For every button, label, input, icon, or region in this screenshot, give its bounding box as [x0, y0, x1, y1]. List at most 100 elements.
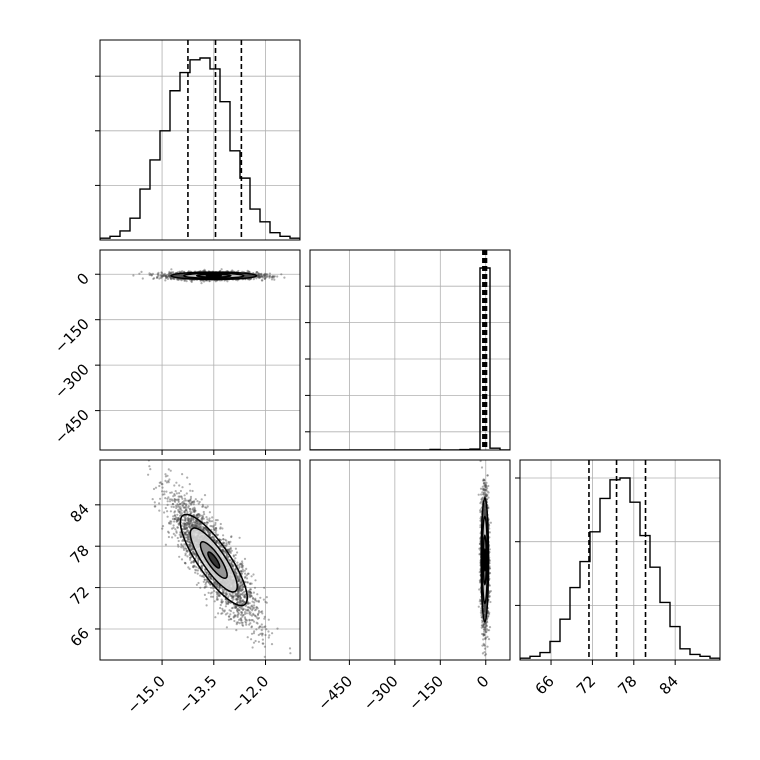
scatter-point: [202, 580, 205, 583]
panel-row-2-col-2: [305, 249, 511, 451]
scatter-point: [223, 609, 226, 612]
scatter-point: [238, 622, 241, 625]
scatter-point: [185, 547, 188, 551]
scatter-point: [177, 510, 180, 513]
scatter-point: [235, 629, 238, 632]
scatter-point: [244, 575, 247, 579]
scatter-point: [248, 270, 251, 274]
scatter-point: [210, 586, 213, 589]
scatter-point: [152, 487, 156, 491]
scatter-point: [172, 505, 175, 509]
scatter-point: [237, 594, 240, 597]
scatter-point: [251, 604, 254, 607]
scatter-point: [184, 562, 187, 565]
scatter-point: [183, 561, 186, 565]
scatter-point: [170, 491, 173, 494]
scatter-point: [250, 582, 253, 585]
scatter-point: [246, 273, 249, 276]
scatter-point: [239, 584, 242, 587]
scatter-point: [244, 617, 247, 621]
scatter-point: [257, 273, 261, 277]
scatter-point: [268, 272, 271, 275]
scatter-point: [211, 536, 214, 539]
scatter-point: [167, 274, 170, 277]
scatter-point: [263, 586, 266, 589]
scatter-point: [225, 591, 228, 594]
scatter-point: [181, 473, 184, 476]
scatter-point: [249, 591, 252, 594]
scatter-point: [235, 605, 238, 608]
scatter-point: [195, 523, 198, 526]
scatter-point: [218, 587, 221, 590]
scatter-point: [197, 581, 200, 585]
scatter-point: [226, 612, 229, 615]
scatter-point: [251, 619, 254, 622]
scatter-point: [202, 576, 206, 579]
scatter-point: [181, 497, 184, 500]
scatter-point: [161, 275, 164, 278]
scatter-point: [263, 625, 266, 629]
scatter-point: [186, 555, 189, 558]
scatter-point: [251, 600, 254, 603]
scatter-point: [163, 511, 166, 514]
scatter-point: [249, 582, 252, 585]
scatter-point: [178, 270, 181, 273]
contour-level-1: [170, 271, 258, 281]
scatter-point: [204, 527, 207, 530]
scatter-point: [186, 526, 189, 529]
scatter-point: [228, 542, 231, 546]
scatter-point: [233, 606, 237, 609]
scatter-point: [238, 579, 241, 582]
scatter-point: [179, 506, 182, 509]
scatter-point: [180, 273, 183, 277]
scatter-point: [236, 608, 239, 611]
scatter-point: [182, 522, 185, 525]
scatter-point: [216, 519, 219, 522]
scatter-point: [238, 587, 241, 590]
scatter-point: [214, 616, 217, 619]
scatter-point: [260, 275, 263, 278]
scatter-point: [182, 506, 185, 509]
scatter-point: [230, 535, 233, 538]
scatter-point: [260, 629, 263, 632]
scatter-point: [236, 279, 239, 282]
scatter-point: [174, 500, 177, 503]
scatter-point: [227, 602, 230, 606]
scatter-point: [178, 503, 182, 506]
scatter-point: [173, 498, 176, 501]
scatter-point: [169, 491, 172, 494]
scatter-point: [253, 604, 256, 607]
scatter-point: [289, 652, 292, 655]
scatter-point: [248, 612, 251, 615]
scatter-point: [250, 575, 253, 578]
scatter-point: [205, 506, 208, 509]
scatter-point: [190, 524, 194, 527]
scatter-point: [263, 617, 266, 620]
scatter-point: [173, 514, 177, 517]
scatter-point: [182, 547, 185, 550]
scatter-point: [234, 553, 237, 557]
scatter-point: [194, 520, 197, 524]
scatter-point: [207, 532, 210, 536]
scatter-point: [259, 273, 263, 276]
scatter-point: [184, 547, 187, 550]
scatter-point: [249, 622, 252, 625]
scatter-point: [267, 618, 270, 621]
scatter-point: [184, 507, 188, 510]
scatter-point: [247, 608, 250, 611]
scatter-point: [184, 554, 187, 557]
scatter-point: [220, 601, 223, 604]
panel-row-1-col-1: [95, 39, 301, 241]
scatter-point: [230, 549, 233, 552]
scatter-point: [236, 564, 239, 567]
scatter-point: [132, 274, 135, 277]
scatter-point: [272, 276, 275, 279]
scatter-point: [248, 623, 251, 626]
scatter-point: [177, 274, 181, 277]
scatter-point: [247, 602, 250, 605]
scatter-point: [195, 583, 198, 586]
scatter-point: [238, 609, 241, 612]
scatter-point: [221, 607, 224, 610]
scatter-point: [208, 519, 211, 522]
scatter-point: [211, 595, 214, 598]
